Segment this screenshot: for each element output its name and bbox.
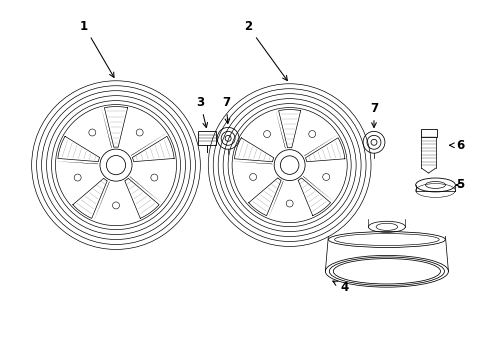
Text: 2: 2 <box>244 20 287 81</box>
Text: 1: 1 <box>80 20 114 77</box>
Text: 7: 7 <box>222 96 230 123</box>
Text: 5: 5 <box>455 179 464 192</box>
Text: 6: 6 <box>448 139 464 152</box>
Text: 7: 7 <box>369 102 377 127</box>
Text: 3: 3 <box>196 96 207 127</box>
Text: 4: 4 <box>332 281 347 294</box>
